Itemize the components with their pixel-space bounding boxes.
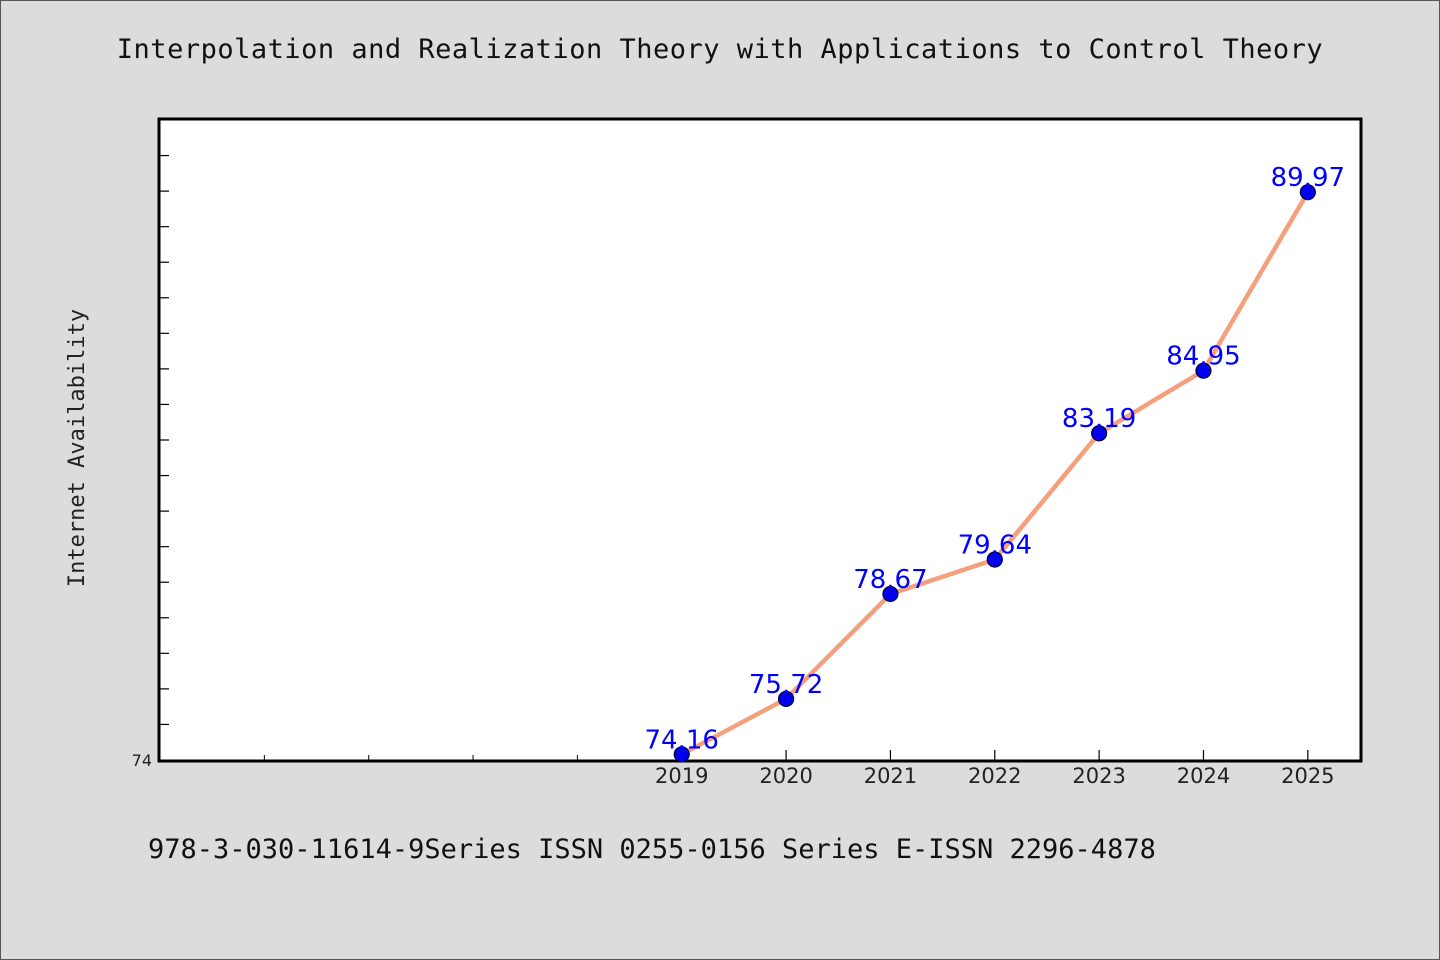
- plot-area: [157, 117, 1363, 763]
- x-tick-label: 2020: [759, 764, 812, 788]
- data-label: 75.72: [749, 670, 823, 700]
- data-label: 83.19: [1062, 404, 1136, 434]
- x-tick-label: 2019: [655, 764, 708, 788]
- y-axis-ticks: 74: [132, 751, 152, 770]
- data-label: 89.97: [1271, 163, 1345, 193]
- x-axis-ticks: 2019 2020 2021 2022 2023 2024 2025: [655, 750, 1335, 788]
- x-tick-label: 2022: [968, 764, 1021, 788]
- x-minor-ticks: [263, 755, 578, 760]
- data-label: 78.67: [853, 565, 927, 595]
- footer-isbn-text: 978-3-030-11614-9Series ISSN 0255-0156 S…: [148, 834, 1156, 865]
- data-point: [882, 585, 899, 603]
- y-axis-label: Internet Availability: [65, 309, 90, 587]
- data-point: [777, 690, 795, 707]
- x-tick-label: 2025: [1281, 764, 1334, 788]
- data-label: 84.95: [1166, 342, 1240, 372]
- marker-layer: [673, 184, 1316, 763]
- x-tick-label: 2024: [1177, 764, 1230, 788]
- y-tick-label: 74: [132, 751, 152, 770]
- data-point: [986, 551, 1003, 568]
- data-point: [1299, 184, 1316, 201]
- y-minor-ticks: [159, 154, 169, 726]
- data-point: [1091, 425, 1108, 442]
- data-point: [673, 746, 690, 763]
- label-layer: 74.16 75.72 78.67 79.64 83.19 84.95 89.97: [645, 163, 1346, 755]
- x-tick-label: 2021: [864, 764, 917, 788]
- data-label: 79.64: [958, 530, 1032, 560]
- data-label: 74.16: [645, 725, 719, 755]
- data-point: [1195, 362, 1212, 379]
- x-tick-label: 2023: [1072, 764, 1125, 788]
- chart-title: Interpolation and Realization Theory wit…: [116, 34, 1324, 65]
